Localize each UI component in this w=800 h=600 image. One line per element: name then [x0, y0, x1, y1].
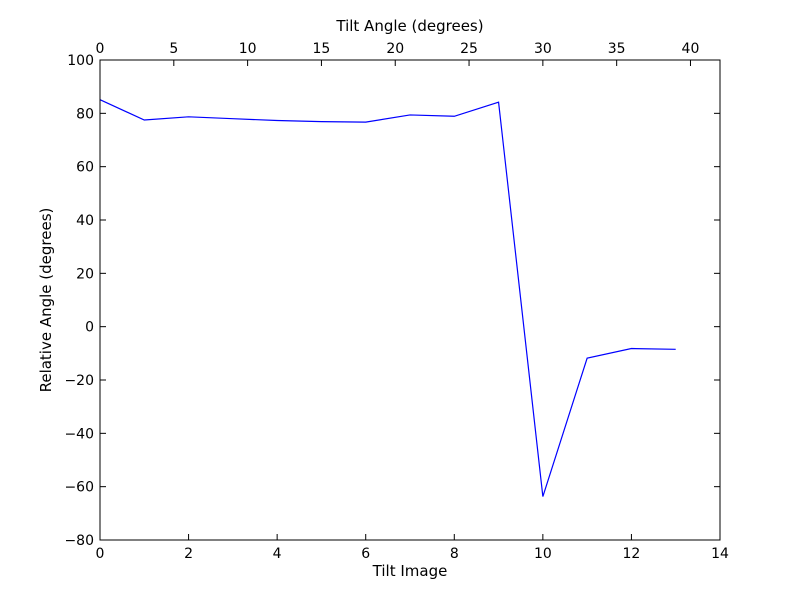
data-line-series-0 — [99, 99, 676, 497]
x-tick-label: 6 — [361, 546, 370, 562]
x-tick-label: 0 — [96, 546, 105, 562]
y-tick-label: 40 — [76, 213, 94, 229]
x-tick-label: 10 — [534, 546, 552, 562]
plot-frame — [99, 59, 721, 541]
x-tick-label: 4 — [273, 546, 282, 562]
x2-tick-label: 25 — [460, 41, 478, 57]
x-tick-label: 8 — [450, 546, 459, 562]
x2-tick-label: 35 — [608, 41, 626, 57]
x2-tick-label: 0 — [96, 41, 105, 57]
y-tick-label: −60 — [64, 480, 94, 496]
y-tick-label: 100 — [67, 53, 94, 69]
x2-tick-label: 15 — [313, 41, 331, 57]
plot-area — [99, 99, 676, 497]
top-axis-label: Tilt Angle (degrees) — [335, 17, 483, 35]
y-tick-label: 80 — [76, 106, 94, 122]
y-tick-label: 20 — [76, 266, 94, 282]
y-tick-label: −40 — [64, 426, 94, 442]
x2-tick-label: 40 — [682, 41, 700, 57]
x2-tick-label: 5 — [169, 41, 178, 57]
x-axis-label: Tilt Image — [372, 562, 448, 580]
x-tick-label: 14 — [711, 546, 729, 562]
x-tick-label: 12 — [623, 546, 641, 562]
tick-labels: 0 2 4 6 8 10 12 14 0 5 10 15 20 25 30 35 40 −80 −60 −40 −20 0… — [64, 41, 729, 562]
y-tick-label: 0 — [85, 320, 94, 336]
x2-tick-label: 20 — [386, 41, 404, 57]
y-tick-label: 60 — [76, 160, 94, 176]
x2-tick-label: 30 — [534, 41, 552, 57]
y-tick-label: −80 — [64, 533, 94, 549]
y-tick-label: −20 — [64, 373, 94, 389]
x2-tick-label: 10 — [239, 41, 257, 57]
x-tick-label: 2 — [184, 546, 193, 562]
y-axis-label: Relative Angle (degrees) — [37, 208, 55, 393]
